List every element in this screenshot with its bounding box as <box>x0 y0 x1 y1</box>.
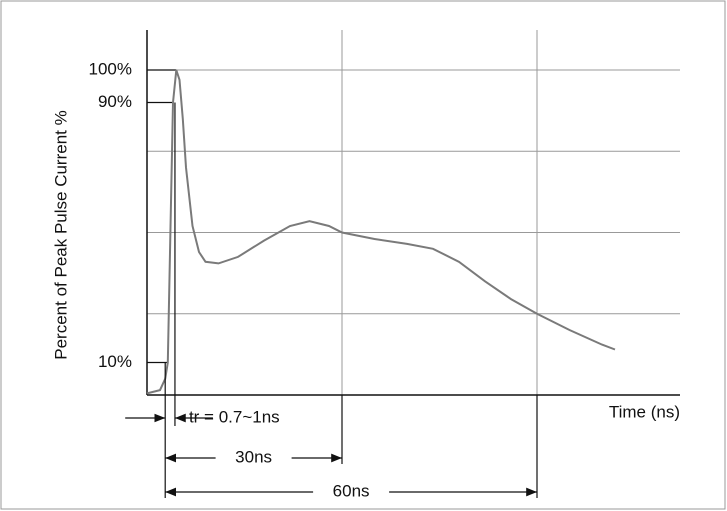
x-axis-label: Time (ns) <box>609 402 680 421</box>
y-axis-label: Percent of Peak Pulse Current % <box>51 110 70 359</box>
rise-label: tr = 0.7~1ns <box>189 407 280 426</box>
y-tick-label: 90% <box>98 92 132 111</box>
span-label: 60ns <box>333 481 370 500</box>
y-tick-label: 100% <box>89 59 132 78</box>
current-curve <box>146 69 616 395</box>
y-tick-label: 10% <box>98 352 132 371</box>
span-label: 30ns <box>235 447 272 466</box>
